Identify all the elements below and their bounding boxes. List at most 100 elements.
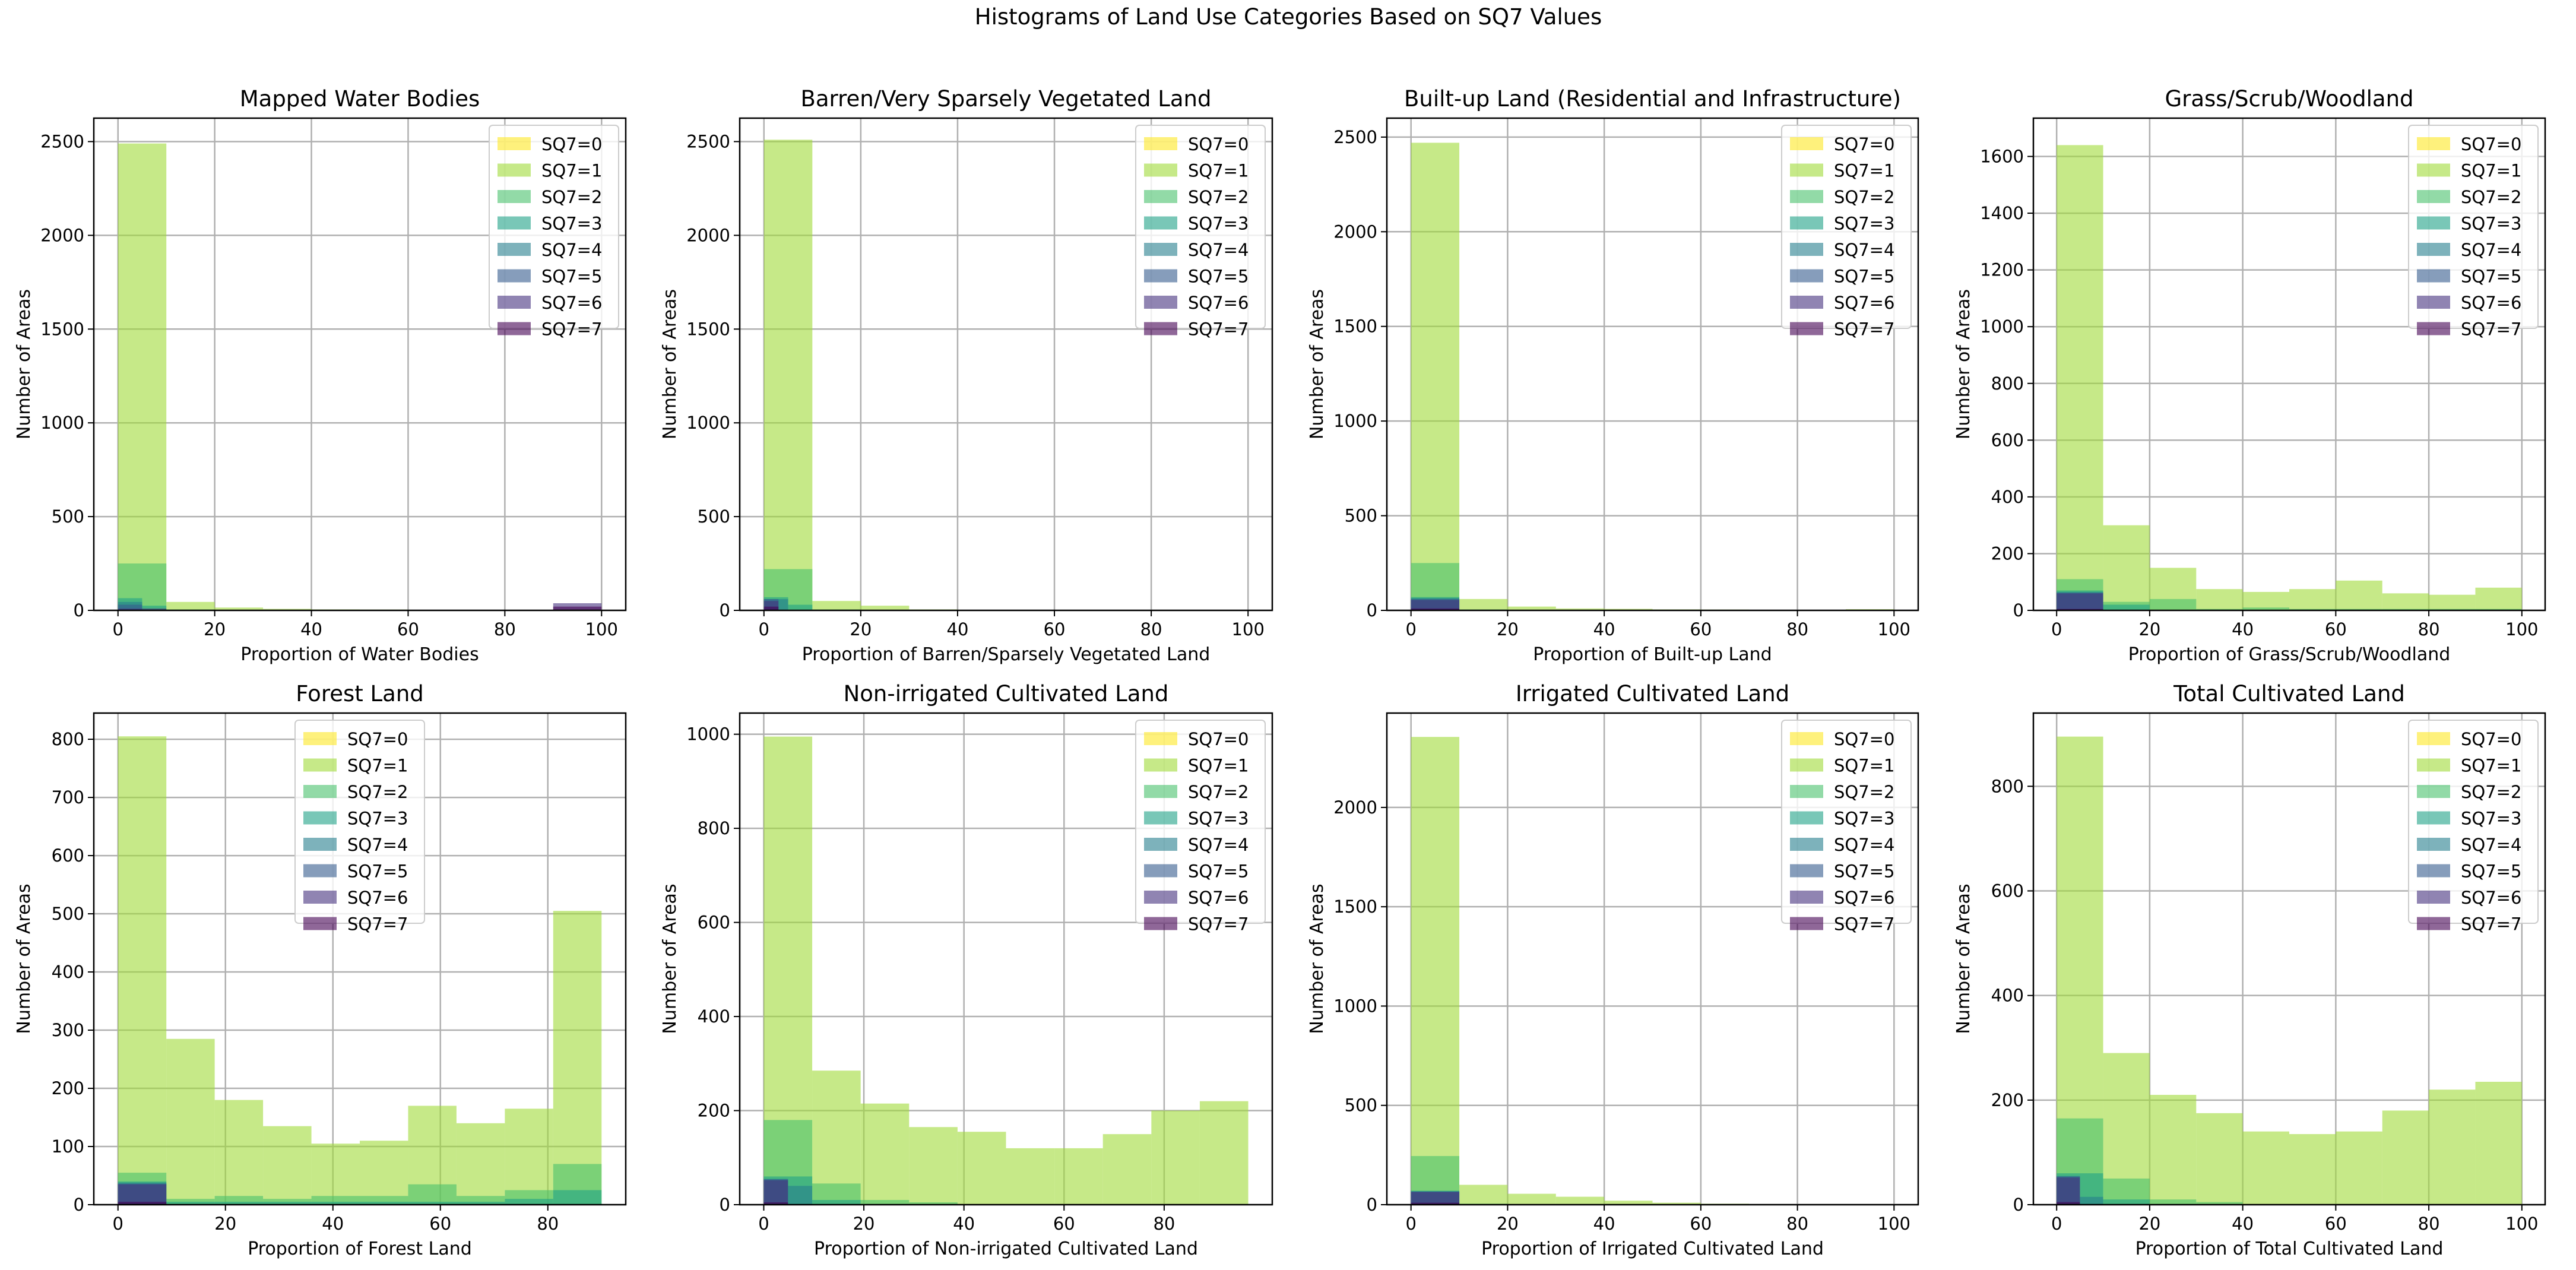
x-axis-label: Proportion of Built-up Land — [1533, 644, 1772, 665]
histogram-bar-sq7-1 — [166, 601, 215, 610]
legend-swatch-sq7-3 — [1144, 216, 1177, 230]
axes-frame — [739, 712, 1273, 1206]
legend-swatch-sq7-6 — [1790, 296, 1823, 309]
legend-label: SQ7=6 — [2461, 888, 2521, 908]
histogram-bar-sq7-4 — [788, 1186, 813, 1205]
axes-frame — [1386, 712, 1919, 1206]
histogram-bar-sq7-1 — [2336, 1131, 2382, 1205]
x-tick-label: 0 — [113, 1214, 123, 1234]
panel-barren-very-sparsely-vegetated-land: 0 20 40 60 80 10005001000150020002500Barren/V… — [660, 86, 1273, 665]
y-tick-label: 800 — [52, 729, 84, 749]
histogram-bar-sq7-7 — [553, 606, 602, 610]
legend-swatch-sq7-0 — [303, 732, 337, 745]
y-tick-label: 1000 — [1980, 316, 2024, 337]
legend-swatch-sq7-1 — [1144, 163, 1177, 177]
histogram-bar-sq7-1 — [166, 1038, 215, 1205]
legend-label: SQ7=0 — [1834, 729, 1894, 749]
legend-label: SQ7=0 — [1834, 134, 1894, 154]
y-tick-label: 0 — [720, 1195, 730, 1215]
y-tick-label: 0 — [720, 600, 730, 620]
x-tick-label: 40 — [947, 619, 969, 639]
histogram-bar-sq7-1 — [2196, 1113, 2243, 1205]
x-tick-label: 80 — [2418, 619, 2440, 639]
legend-label: SQ7=4 — [1188, 240, 1249, 260]
histogram-bar-sq7-1 — [1459, 1185, 1508, 1205]
legend-swatch-sq7-3 — [1144, 811, 1177, 825]
histogram-bar-sq7-7 — [1411, 608, 1460, 610]
x-tick-label: 60 — [397, 619, 419, 639]
x-tick-label: 40 — [953, 1214, 975, 1234]
x-tick-label: 80 — [1140, 619, 1162, 639]
histogram-bar-sq7-1 — [263, 1126, 312, 1205]
legend-label: SQ7=7 — [1834, 914, 1894, 935]
legend-swatch-sq7-3 — [2417, 811, 2450, 825]
histogram-bar-sq7-1 — [1054, 1148, 1103, 1205]
y-tick-label: 2500 — [1333, 127, 1377, 147]
histogram-bar-sq7-1 — [2289, 1134, 2336, 1205]
y-axis-label: Number of Areas — [1307, 883, 1327, 1034]
legend-swatch-sq7-7 — [2417, 917, 2450, 930]
legend-label: SQ7=6 — [347, 888, 408, 908]
histogram-bar-sq7-1 — [118, 736, 167, 1205]
legend-label: SQ7=1 — [2461, 161, 2521, 181]
histogram-bar-sq7-1 — [860, 606, 910, 610]
x-tick-label: 60 — [1690, 619, 1712, 639]
legend-label: SQ7=0 — [1188, 729, 1249, 749]
axes-frame — [739, 117, 1273, 612]
x-tick-label: 100 — [1878, 619, 1910, 639]
histogram-bar-sq7-4 — [2080, 1196, 2103, 1205]
histogram-bar-sq7-1 — [2475, 1082, 2522, 1205]
legend-label: SQ7=3 — [2461, 214, 2521, 234]
y-tick-label: 600 — [1991, 881, 2024, 901]
histogram-bar-sq7-1 — [1604, 1201, 1653, 1205]
legend-label: SQ7=4 — [2461, 835, 2521, 855]
histogram-bar-sq7-1 — [1199, 1101, 1249, 1205]
y-axis-label: Number of Areas — [1953, 883, 1974, 1034]
legend-label: SQ7=3 — [347, 809, 408, 829]
histogram-bar-sq7-1 — [505, 1109, 553, 1205]
legend-swatch-sq7-4 — [498, 243, 531, 256]
y-tick-label: 600 — [698, 913, 730, 933]
x-tick-label: 60 — [1053, 1214, 1075, 1234]
x-tick-label: 80 — [537, 1214, 559, 1234]
y-tick-label: 1500 — [40, 319, 84, 339]
histogram-bar-sq7-3 — [142, 606, 167, 610]
panel-grass-scrub-woodland: 0 20 40 60 80 1000200400600800100012001400160… — [1953, 86, 2546, 665]
legend-label: SQ7=2 — [1188, 187, 1249, 207]
histogram-bar-sq7-1 — [118, 143, 167, 611]
y-tick-label: 0 — [74, 1195, 84, 1215]
legend-label: SQ7=4 — [347, 835, 408, 855]
histogram-bar-sq7-1 — [1555, 608, 1605, 610]
histogram-bar-sq7-1 — [263, 609, 312, 610]
x-tick-label: 20 — [850, 619, 872, 639]
histogram-bar-sq7-3 — [408, 1202, 457, 1205]
histogram-bar-sq7-1 — [2196, 589, 2243, 610]
histogram-bar-sq7-1 — [214, 1100, 264, 1205]
legend-swatch-sq7-1 — [2417, 758, 2450, 772]
legend: SQ7=0 SQ7=1 SQ7=2 SQ7=3 SQ7=4 SQ7=5 SQ7=6 SQ7=7 — [1135, 125, 1266, 340]
x-tick-label: 100 — [1878, 1214, 1910, 1234]
x-tick-label: 20 — [853, 1214, 875, 1234]
legend-label: SQ7=5 — [2461, 862, 2521, 882]
legend-label: SQ7=1 — [1188, 161, 1249, 181]
legend: SQ7=0 SQ7=1 SQ7=2 SQ7=3 SQ7=4 SQ7=5 SQ7=6 SQ7=7 — [1135, 720, 1266, 935]
histogram-bar-sq7-5 — [118, 604, 142, 610]
x-tick-label: 40 — [2232, 619, 2254, 639]
y-axis-label: Number of Areas — [660, 289, 680, 439]
legend-swatch-sq7-2 — [303, 785, 337, 798]
legend-label: SQ7=0 — [2461, 729, 2521, 749]
legend-swatch-sq7-3 — [1790, 216, 1823, 230]
panel-non-irrigated-cultivated-land: 0 20 40 60 8002004006008001000Non-irrigated … — [660, 681, 1273, 1259]
y-tick-label: 1500 — [1333, 316, 1377, 337]
legend-label: SQ7=5 — [1188, 267, 1249, 287]
legend-swatch-sq7-2 — [2417, 190, 2450, 203]
legend-label: SQ7=6 — [1834, 888, 1894, 908]
y-tick-label: 400 — [1991, 986, 2024, 1006]
legend-label: SQ7=1 — [2461, 756, 2521, 776]
legend-swatch-sq7-7 — [498, 322, 531, 335]
histogram-bar-sq7-7 — [763, 1202, 788, 1205]
legend-label: SQ7=3 — [1834, 214, 1894, 234]
histogram-bar-sq7-1 — [1006, 1148, 1055, 1205]
histogram-bar-sq7-1 — [2057, 145, 2103, 610]
